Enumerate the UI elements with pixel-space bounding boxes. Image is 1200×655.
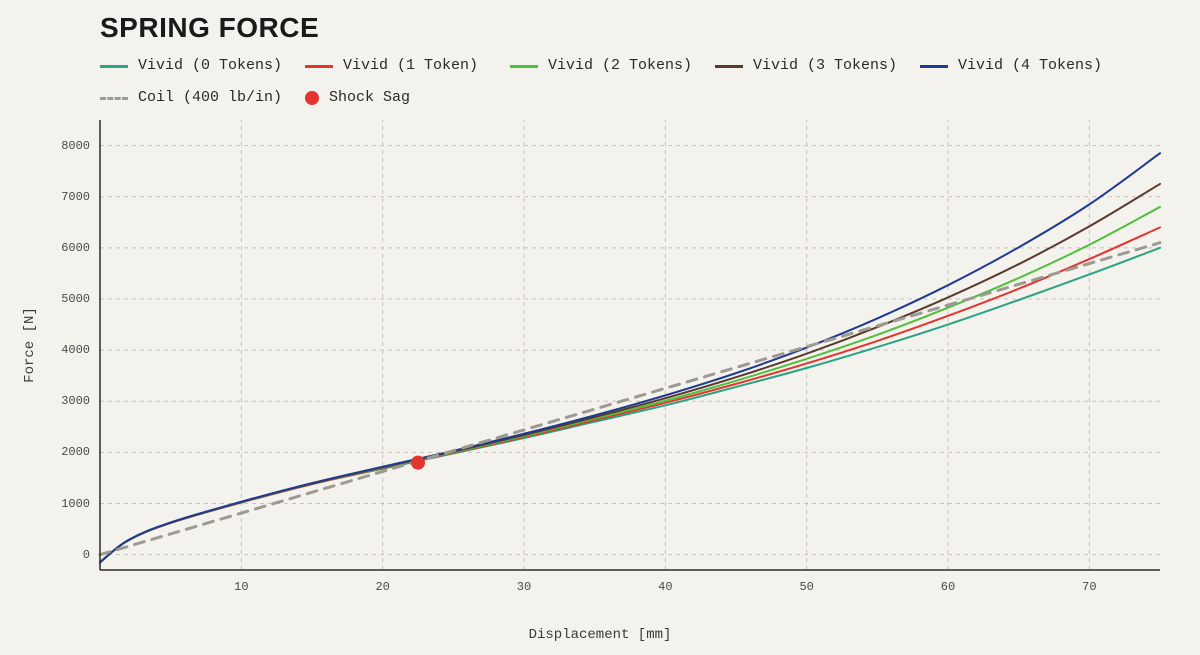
tick-layer: 0100020003000400050006000700080001020304… — [100, 120, 1160, 570]
legend-label: Vivid (0 Tokens) — [138, 54, 282, 78]
legend-label: Vivid (4 Tokens) — [958, 54, 1102, 78]
legend-label: Vivid (1 Token) — [343, 54, 478, 78]
y-tick-label: 6000 — [40, 241, 100, 255]
y-tick-label: 1000 — [40, 497, 100, 511]
legend-item-vivid3: Vivid (3 Tokens) — [715, 54, 900, 78]
x-tick-label: 40 — [658, 570, 672, 594]
legend-swatch — [100, 97, 128, 100]
legend-swatch — [920, 65, 948, 68]
legend-label: Vivid (2 Tokens) — [548, 54, 692, 78]
y-tick-label: 5000 — [40, 292, 100, 306]
y-tick-label: 7000 — [40, 190, 100, 204]
legend-label: Coil (400 lb/in) — [138, 86, 282, 110]
y-tick-label: 3000 — [40, 394, 100, 408]
x-axis-label: Displacement [mm] — [529, 627, 672, 643]
y-axis-label: Force [N] — [22, 307, 38, 383]
y-tick-label: 2000 — [40, 445, 100, 459]
x-tick-label: 60 — [941, 570, 955, 594]
legend-item-vivid0: Vivid (0 Tokens) — [100, 54, 285, 78]
legend-item-vivid4: Vivid (4 Tokens) — [920, 54, 1105, 78]
legend-item-vivid1: Vivid (1 Token) — [305, 54, 490, 78]
x-tick-label: 10 — [234, 570, 248, 594]
legend-dot — [305, 91, 319, 105]
x-tick-label: 70 — [1082, 570, 1096, 594]
y-tick-label: 8000 — [40, 139, 100, 153]
chart-title: SPRING FORCE — [100, 12, 319, 44]
spring-force-chart: SPRING FORCE Vivid (0 Tokens) Vivid (1 To… — [0, 0, 1200, 655]
plot-area: 0100020003000400050006000700080001020304… — [100, 120, 1160, 570]
legend-swatch — [100, 65, 128, 68]
y-tick-label: 0 — [40, 548, 100, 562]
legend-swatch — [510, 65, 538, 68]
legend-swatch — [305, 65, 333, 68]
x-tick-label: 30 — [517, 570, 531, 594]
legend-item-sag: Shock Sag — [305, 86, 490, 110]
legend-item-coil: Coil (400 lb/in) — [100, 86, 285, 110]
y-tick-label: 4000 — [40, 343, 100, 357]
legend-label: Shock Sag — [329, 86, 410, 110]
chart-legend: Vivid (0 Tokens) Vivid (1 Token) Vivid (2 … — [100, 54, 1160, 110]
legend-item-vivid2: Vivid (2 Tokens) — [510, 54, 695, 78]
legend-label: Vivid (3 Tokens) — [753, 54, 897, 78]
legend-swatch — [715, 65, 743, 68]
x-tick-label: 50 — [799, 570, 813, 594]
x-tick-label: 20 — [375, 570, 389, 594]
